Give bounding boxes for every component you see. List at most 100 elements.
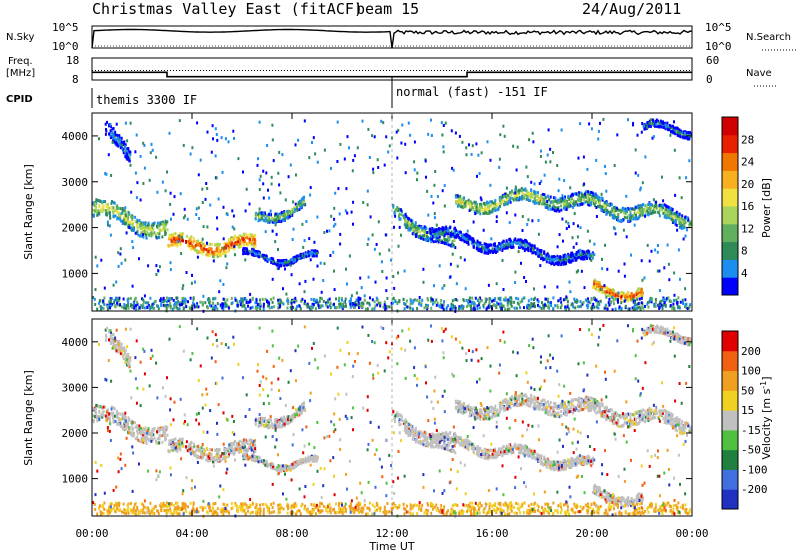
velocity-cell (104, 414, 107, 418)
power-cell (488, 249, 491, 253)
power-cell (565, 295, 568, 299)
power-cell (152, 223, 155, 227)
velocity-cell (142, 433, 145, 437)
power-cell (633, 207, 636, 211)
power-cell (352, 302, 355, 306)
power-cell (216, 138, 219, 142)
power-cell (512, 144, 515, 148)
power-cell (540, 307, 543, 310)
power-cell (152, 227, 155, 231)
power-cell (302, 245, 305, 249)
power-cell (443, 234, 446, 237)
power-cell (123, 222, 126, 225)
power-cell (276, 263, 279, 267)
power-cell (197, 305, 200, 309)
power-cell (528, 303, 531, 307)
power-cell (660, 204, 663, 208)
power-cell (506, 307, 509, 311)
power-cell (462, 200, 465, 204)
power-cell (218, 249, 221, 253)
power-cell (565, 255, 568, 259)
power-cell (484, 300, 487, 304)
power-cell (640, 287, 643, 291)
power-cell (123, 146, 126, 150)
power-cell (111, 127, 114, 131)
power-cell (593, 192, 596, 196)
power-cell (208, 251, 211, 255)
power-cell (197, 239, 200, 243)
power-cell (639, 213, 642, 217)
power-cell (598, 201, 601, 205)
power-cell (431, 297, 434, 301)
power-cell (459, 230, 462, 234)
power-cell (684, 305, 687, 309)
power-cell (141, 297, 143, 301)
power-cell (182, 239, 184, 243)
power-cell (586, 194, 589, 198)
power-cell (517, 241, 520, 245)
power-cell (663, 203, 666, 207)
power-cell (463, 258, 466, 262)
power-cell (234, 298, 237, 302)
power-cell (337, 299, 340, 302)
power-cell (300, 256, 303, 259)
power-cell (113, 209, 116, 213)
power-cell (612, 216, 615, 220)
power-cell (136, 218, 139, 222)
power-cell (458, 236, 461, 240)
power-cell (662, 199, 665, 203)
power-cell (600, 286, 603, 290)
power-cell (211, 124, 214, 128)
power-cell (664, 303, 667, 307)
power-cell (480, 299, 483, 303)
power-cell (608, 297, 611, 301)
power-cell (572, 222, 575, 226)
power-cell (542, 251, 545, 255)
power-cell (194, 248, 197, 252)
power-cell (574, 258, 577, 262)
power-cell (684, 234, 687, 238)
power-cell (346, 135, 349, 139)
power-cell (244, 297, 247, 301)
power-cell (675, 131, 678, 135)
power-cell (115, 298, 118, 302)
power-cell (371, 134, 374, 138)
power-cell (535, 201, 538, 205)
power-cell (355, 298, 358, 302)
power-cell (94, 202, 97, 206)
power-cell (678, 176, 681, 180)
power-cell (215, 176, 218, 180)
power-cell (608, 213, 611, 217)
power-cell (591, 196, 594, 200)
power-cell (438, 235, 441, 239)
velocity-cell (106, 414, 109, 417)
power-cell (413, 224, 416, 228)
power-cell (219, 279, 222, 283)
power-cell (287, 299, 290, 303)
power-cell (593, 198, 596, 202)
power-cell (102, 306, 105, 310)
power-cell (316, 249, 319, 253)
power-cell (322, 279, 325, 282)
power-cell (385, 135, 388, 139)
power-cell (117, 251, 120, 255)
power-cell (654, 200, 657, 204)
power-cell (649, 121, 651, 125)
power-cell (406, 216, 409, 220)
power-cell (451, 252, 454, 256)
power-cell (538, 200, 541, 204)
power-cell (673, 214, 676, 218)
power-cell (480, 250, 483, 254)
power-cell (221, 170, 224, 174)
power-cell (564, 199, 566, 203)
power-cell (453, 305, 455, 309)
power-cell (116, 207, 118, 210)
power-cell (248, 239, 251, 243)
power-cell (569, 260, 572, 264)
power-cell (475, 208, 478, 212)
power-cell (243, 303, 246, 307)
power-cell (605, 212, 608, 216)
power-cell (222, 283, 225, 286)
power-cell (425, 303, 428, 307)
power-cell (556, 164, 559, 167)
